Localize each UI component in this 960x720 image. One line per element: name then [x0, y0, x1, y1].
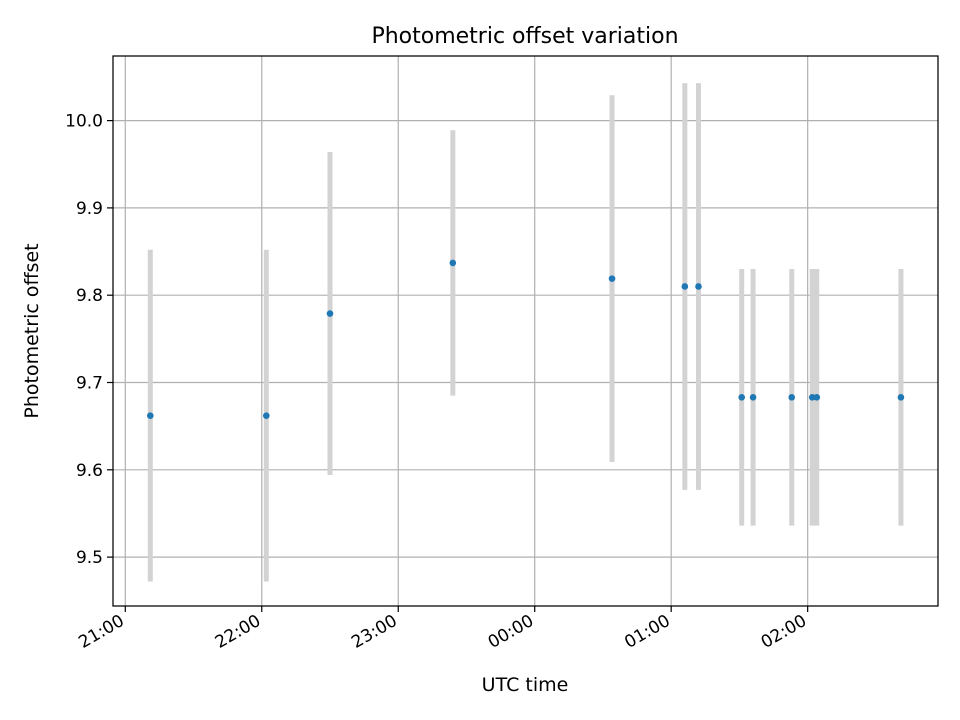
data-point: [147, 412, 154, 419]
data-point: [681, 283, 689, 290]
data-point: [897, 394, 905, 401]
data-point: [695, 283, 702, 290]
y-tick-label: 9.5: [76, 548, 103, 568]
y-axis-label: Photometric offset: [21, 243, 43, 418]
data-point: [813, 394, 821, 401]
data-point: [326, 310, 334, 317]
y-tick-label: 9.6: [76, 461, 103, 481]
data-point: [788, 394, 796, 401]
y-tick-label: 9.8: [76, 286, 103, 306]
data-points: [147, 259, 905, 419]
data-point: [263, 412, 270, 419]
y-tick-label: 10.0: [65, 112, 103, 132]
y-axis-ticks: 9.5 9.6 9.7 9.8 9.9 10.0: [65, 112, 113, 568]
grid: [113, 56, 938, 606]
data-point: [608, 275, 616, 282]
plot-frame: [112, 55, 939, 607]
chart-title: Photometric offset variation: [371, 24, 678, 49]
data-point: [808, 394, 816, 401]
x-axis-label: UTC time: [482, 674, 569, 696]
data-point: [749, 394, 757, 401]
y-tick-label: 9.7: [76, 374, 103, 394]
data-point: [449, 259, 457, 267]
data-point: [738, 394, 746, 401]
y-tick-label: 9.9: [76, 199, 103, 219]
